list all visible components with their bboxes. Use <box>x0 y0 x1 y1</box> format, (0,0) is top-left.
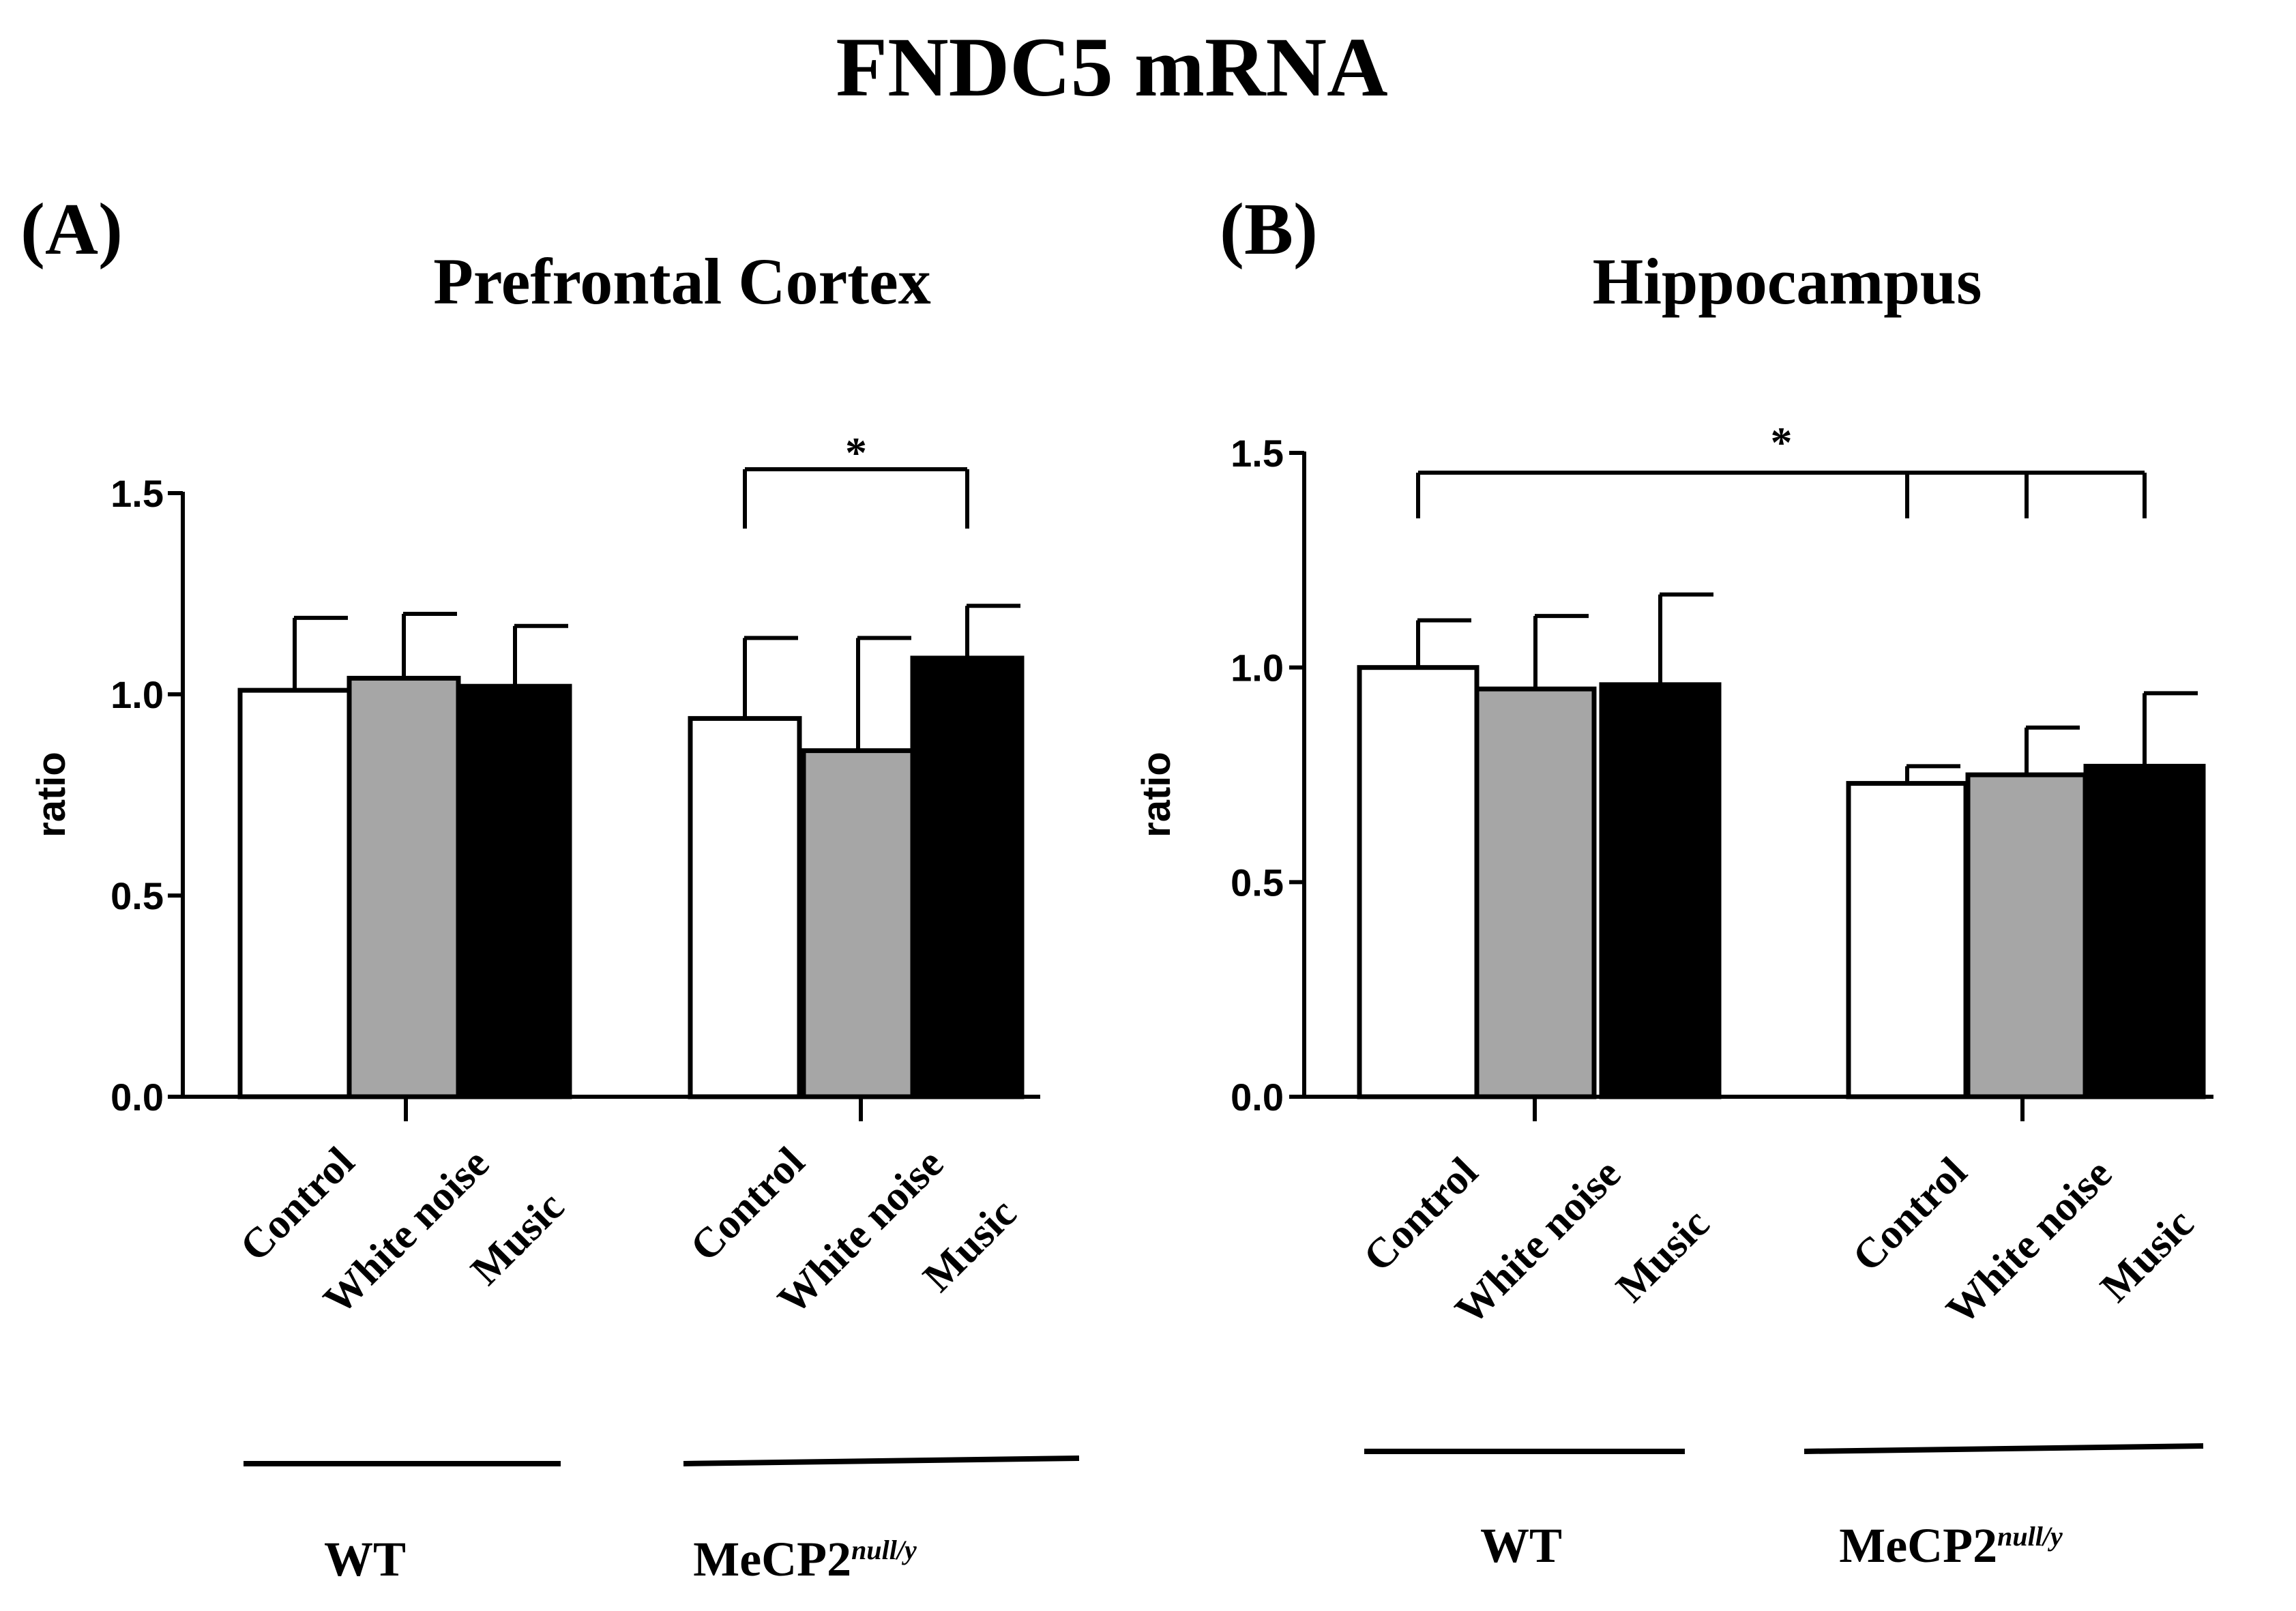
panel-a-chart: (A) Prefrontal Cortex ratio 0.0 0.5 1.0 1.5 Con… <box>20 189 1080 1586</box>
panel-b-group-name: MeCP2null/y <box>1839 1518 2063 1573</box>
panel-a-group-name-main: MeCP2 <box>693 1532 851 1586</box>
panel-a-category-label: Music <box>462 1183 574 1295</box>
panel-a-y-tick-label: 1.0 <box>111 673 164 716</box>
panel-b-bar <box>2083 763 2206 1099</box>
figure-title: FNDC5 mRNA <box>836 20 1387 114</box>
panel-b-group-name-main: WT <box>1480 1518 1562 1573</box>
panel-a-y-tick-label: 0.5 <box>111 874 164 917</box>
panel-b-group-name-superscript: null/y <box>1997 1521 2063 1552</box>
panel-a-bar <box>347 675 461 1099</box>
panel-b-title: Hippocampus <box>1593 245 1982 318</box>
panel-b-category-label: Control <box>1844 1149 1975 1280</box>
panel-b-y-tick-label: 1.5 <box>1231 432 1284 475</box>
panel-b-bar <box>1599 682 1722 1099</box>
panel-a-bar <box>801 748 915 1099</box>
panel-a-y-tick-label: 1.5 <box>111 472 164 515</box>
panel-a-bar <box>458 683 572 1099</box>
panel-a-title: Prefrontal Cortex <box>433 245 931 318</box>
panel-b-bar <box>1357 665 1480 1099</box>
panel-b-bar <box>1965 772 2088 1099</box>
panel-b-group-name-main: MeCP2 <box>1839 1518 1997 1573</box>
panel-a-group-name-main: WT <box>324 1532 406 1586</box>
panel-b-group-line <box>1804 1443 2204 1454</box>
panel-a-bar <box>910 655 1025 1099</box>
panel-b-category-label: Control <box>1355 1149 1486 1280</box>
panel-b-significance-star: * <box>1771 418 1793 467</box>
panel-b-category-label: Music <box>1608 1200 1719 1312</box>
panel-a-category-label: Control <box>231 1138 363 1270</box>
panel-a-group-name: MeCP2null/y <box>693 1532 917 1586</box>
panel-a-group-name-superscript: null/y <box>851 1535 917 1565</box>
panel-a-y-tick-label: 0.0 <box>111 1076 164 1119</box>
panel-b-bar <box>1474 686 1597 1099</box>
panel-b-y-tick-label: 0.0 <box>1231 1076 1284 1119</box>
panel-b-y-tick-label: 1.0 <box>1231 647 1284 690</box>
panel-b-label: (B) <box>1220 189 1318 270</box>
panel-a-group-name: WT <box>324 1532 406 1586</box>
panel-a-significance-star: * <box>845 428 867 477</box>
panel-b-y-tick-label: 0.5 <box>1231 861 1284 904</box>
panel-b-group-name: WT <box>1480 1518 1562 1573</box>
panel-b-category-label: Music <box>2092 1200 2203 1312</box>
panel-a-bar <box>688 715 802 1099</box>
panel-a-category-label: Music <box>915 1190 1026 1301</box>
panel-b-chart: (B)Hippocampusratio0.00.51.01.5ControlWh… <box>1134 189 2213 1573</box>
panel-a-category-label: Control <box>681 1138 813 1270</box>
panel-b-bar <box>1846 781 1969 1099</box>
panel-a-label: (A) <box>20 189 123 270</box>
panel-a-y-axis-label: ratio <box>29 752 74 838</box>
panel-a-bar <box>237 688 352 1099</box>
panel-b-y-axis-label: ratio <box>1134 752 1179 838</box>
panel-a-group-line <box>683 1455 1080 1466</box>
